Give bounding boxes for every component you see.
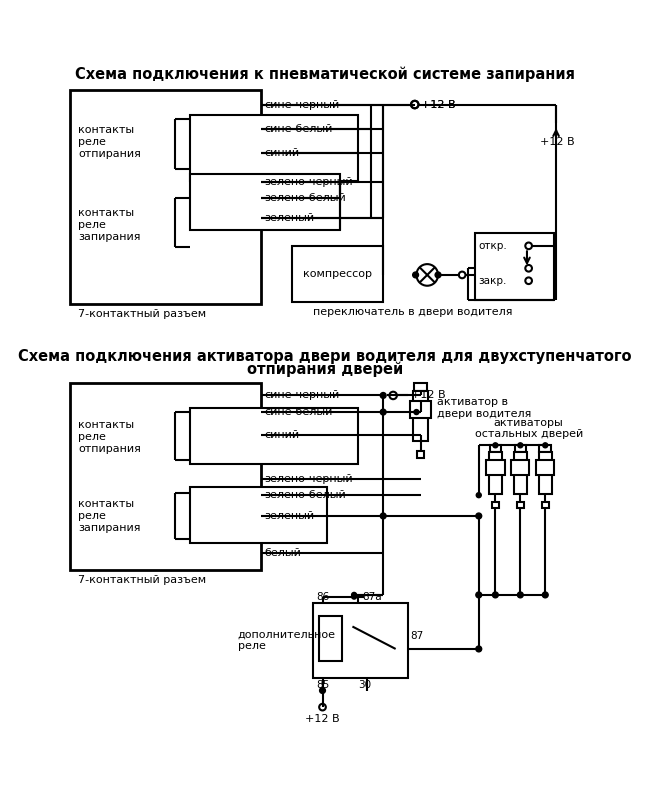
Circle shape [517,592,523,598]
Text: дополнительное
реле: дополнительное реле [238,630,336,652]
Text: компрессор: компрессор [303,269,372,279]
Text: сине-белый: сине-белый [265,124,333,135]
Bar [319,615,343,661]
Bar [190,408,358,464]
Bar [492,502,499,508]
Text: синий: синий [265,430,300,441]
Bar [536,460,554,475]
Text: отпирания дверей: отпирания дверей [247,361,403,377]
Text: активатор в
двери водителя: активатор в двери водителя [437,397,532,419]
Bar [70,90,261,304]
Circle shape [380,409,386,415]
Text: контакты
реле
отпирания: контакты реле отпирания [78,125,141,158]
Circle shape [493,443,498,448]
Circle shape [413,272,419,278]
Text: сине-белый: сине-белый [265,407,333,417]
Bar [515,445,526,452]
Bar [413,391,428,442]
Text: +12 В: +12 В [306,714,340,724]
Text: зеленый: зеленый [265,213,315,224]
Circle shape [352,594,357,599]
Bar [474,234,554,300]
Bar [190,173,340,230]
Text: синий: синий [265,148,300,157]
Text: контакты
реле
отпирания: контакты реле отпирания [78,420,141,453]
Text: активаторы
остальных дверей: активаторы остальных дверей [474,418,583,439]
Text: зелено-белый: зелено-белый [265,490,346,501]
Text: белый: белый [265,549,301,558]
Bar [313,603,408,678]
Text: 87а: 87а [363,592,382,601]
Text: Схема подключения активатора двери водителя для двухступенчатого: Схема подключения активатора двери водит… [18,349,632,364]
Text: 7-контактный разъем: 7-контактный разъем [78,309,206,319]
Text: 87: 87 [411,631,424,641]
Circle shape [493,592,499,598]
Text: контакты
реле
запирания: контакты реле запирания [78,500,140,533]
Text: +12 В: +12 В [421,99,456,109]
Text: зелено-черный: зелено-черный [265,474,353,483]
Text: зеленый: зеленый [265,511,315,521]
Bar [410,401,432,418]
Circle shape [518,443,523,448]
Text: сине-черный: сине-черный [265,99,339,109]
Text: закр.: закр. [479,275,507,286]
Text: +12 В: +12 В [411,390,445,401]
Circle shape [380,393,386,398]
Bar [486,460,504,475]
Bar [540,445,551,452]
Circle shape [352,593,357,597]
Text: 7-контактный разъем: 7-контактный разъем [78,575,206,585]
Text: зелено-черный: зелено-черный [265,177,353,187]
Bar [489,452,502,493]
Bar [514,452,527,493]
Text: откр.: откр. [479,241,508,251]
Bar [190,115,358,181]
Circle shape [435,272,441,278]
Bar [70,383,261,570]
Bar [517,502,524,508]
Text: 85: 85 [317,680,330,689]
Text: Схема подключения к пневматической системе запирания: Схема подключения к пневматической систе… [75,66,575,82]
Circle shape [380,513,386,519]
Text: контакты
реле
запирания: контакты реле запирания [78,209,140,242]
Circle shape [476,592,482,598]
Bar [511,460,530,475]
Circle shape [414,409,419,415]
Text: 86: 86 [317,592,330,601]
Text: зелено-белый: зелено-белый [265,193,346,202]
Circle shape [320,688,326,693]
Bar [414,383,427,391]
Bar [539,452,552,493]
Text: +12 В: +12 В [540,137,575,147]
Text: переключатель в двери водителя: переключатель в двери водителя [313,308,512,317]
Bar [542,502,549,508]
Circle shape [476,493,481,497]
Bar [292,246,384,302]
Text: +12 В: +12 В [421,99,456,109]
Bar [489,445,501,452]
Bar [417,451,424,458]
Bar [190,487,328,543]
Circle shape [476,513,482,519]
Circle shape [542,592,548,598]
Text: сине-черный: сине-черный [265,390,339,401]
Circle shape [476,646,482,652]
Text: 30: 30 [358,680,371,689]
Circle shape [543,443,548,448]
